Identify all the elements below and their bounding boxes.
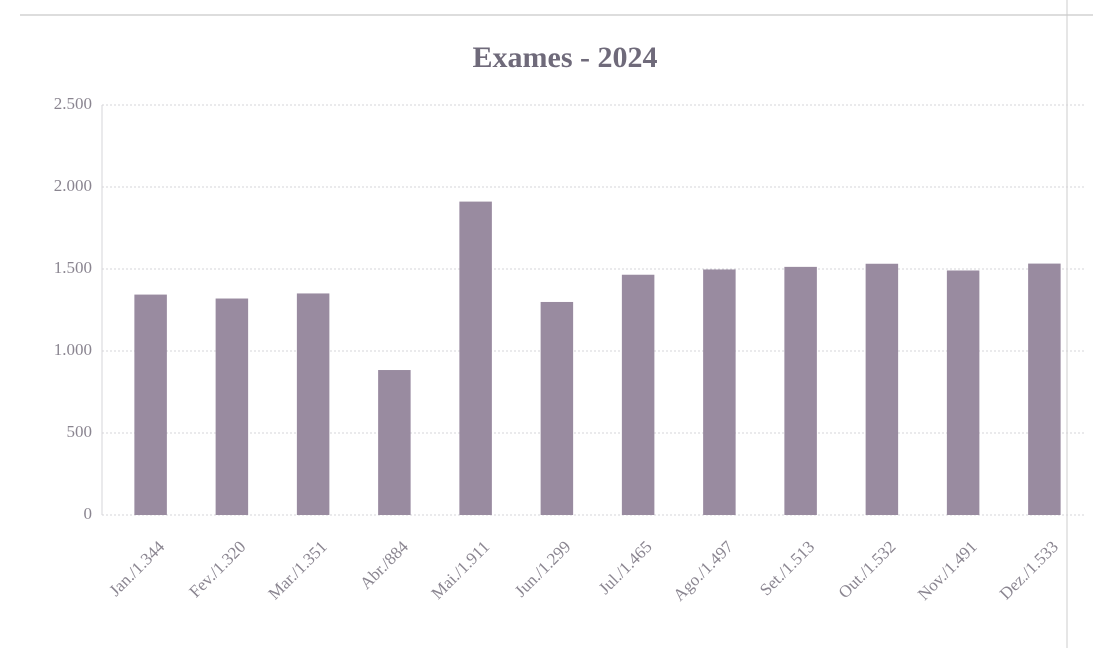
y-tick-label: 2.000 — [54, 176, 92, 195]
bar — [865, 263, 899, 515]
bar — [946, 270, 980, 515]
bar — [215, 298, 249, 515]
chart-title: Exames - 2024 — [473, 41, 658, 74]
bar — [703, 269, 736, 515]
x-tick-label: Fev./1.320 — [185, 537, 249, 601]
y-tick-label: 2.500 — [54, 94, 92, 113]
bar — [1028, 263, 1061, 515]
x-tick-label: Jun./1.299 — [511, 537, 575, 601]
x-tick-label: Dez./1.533 — [996, 537, 1062, 603]
x-tick-label: Nov./1.491 — [914, 537, 981, 604]
x-tick-label: Abr./884 — [356, 537, 412, 593]
bar — [459, 201, 492, 515]
x-tick-label: Mai./1.911 — [427, 537, 493, 603]
bar — [134, 294, 167, 515]
y-tick-label: 500 — [67, 422, 93, 441]
y-tick-label: 1.500 — [54, 258, 92, 277]
x-tick-label: Jan./1.344 — [105, 537, 168, 600]
bar — [540, 301, 574, 515]
y-tick-label: 0 — [84, 504, 93, 523]
y-tick-label: 1.000 — [54, 340, 92, 359]
x-tick-label: Ago./1.497 — [669, 537, 737, 605]
bar — [296, 293, 330, 515]
x-tick-label: Jul./1.465 — [595, 537, 656, 598]
bar — [378, 370, 411, 515]
x-tick-label: Mar./1.351 — [265, 537, 331, 603]
bar — [784, 266, 817, 515]
x-tick-label: Set./1.513 — [756, 537, 818, 599]
x-tick-label: Out./1.532 — [835, 537, 900, 602]
bar — [621, 274, 655, 515]
